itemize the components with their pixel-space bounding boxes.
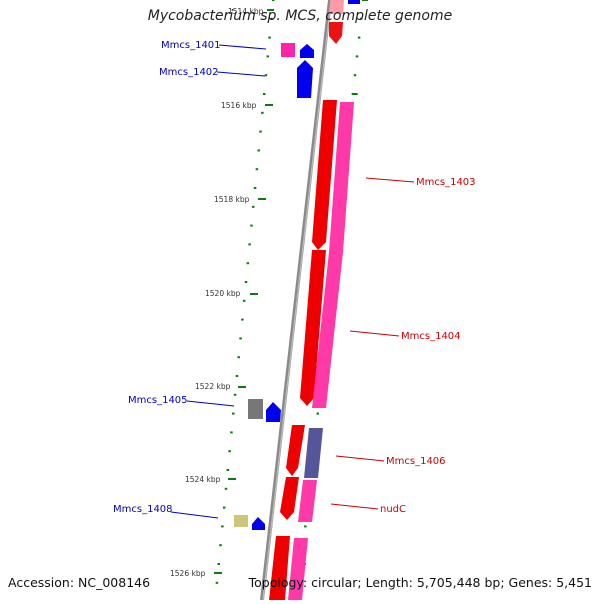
label-Mmcs_1401[interactable]: Mmcs_1401 (161, 40, 221, 51)
gene-Mmcs_1404-pink[interactable] (312, 252, 343, 408)
gene-Mmcs_1408-khaki[interactable] (234, 515, 248, 527)
label-nudC[interactable]: nudC (380, 504, 406, 515)
leader-Mmcs_1401 (218, 44, 267, 50)
genome-axis-highlight (262, 0, 332, 601)
gene-feature-bottom-pink[interactable] (288, 538, 308, 600)
kbp-label-1522: 1522 kbp (195, 382, 231, 391)
label-Mmcs_1405[interactable]: Mmcs_1405 (128, 395, 188, 406)
gene-feature-top-blue[interactable] (348, 0, 360, 4)
gene-Mmcs_1402-blue[interactable] (297, 60, 313, 98)
gene-Mmcs_1404-red[interactable] (300, 250, 326, 406)
leader-Mmcs_1403 (365, 177, 415, 183)
leader-Mmcs_1408 (170, 511, 219, 519)
label-Mmcs_1403[interactable]: Mmcs_1403 (416, 177, 476, 188)
gene-labels: Mmcs_1401 Mmcs_1402 Mmcs_1403 Mmcs_1404 … (113, 40, 476, 519)
kbp-label-1516: 1516 kbp (221, 101, 257, 110)
kbp-label-1526: 1526 kbp (170, 569, 206, 578)
label-Mmcs_1404[interactable]: Mmcs_1404 (401, 331, 461, 342)
leader-Mmcs_1402 (216, 71, 266, 77)
gene-Mmcs_1406-slate[interactable] (304, 428, 323, 478)
kbp-label-1514: 1514 kbp (228, 7, 264, 16)
map-title: Mycobacterium sp. MCS, complete genome (147, 8, 453, 24)
leader-Mmcs_1406 (335, 455, 385, 462)
kbp-label-1520: 1520 kbp (205, 289, 241, 298)
gene-Mmcs_1405-gray[interactable] (248, 399, 263, 419)
left-tick-rail (215, 0, 275, 584)
leader-Mmcs_1405 (186, 400, 235, 407)
kbp-label-1524: 1524 kbp (185, 475, 221, 484)
label-Mmcs_1408[interactable]: Mmcs_1408 (113, 504, 173, 515)
gene-Mmcs_1403-red[interactable] (312, 100, 337, 250)
gene-Mmcs_1401-blue[interactable] (300, 44, 314, 58)
kbp-scale: 1514 kbp 1516 kbp 1518 kbp 1520 kbp 1522… (170, 7, 274, 578)
gene-feature-top-pink[interactable] (329, 0, 344, 14)
label-Mmcs_1402[interactable]: Mmcs_1402 (159, 67, 219, 78)
gene-Mmcs_1405-blue[interactable] (266, 402, 281, 422)
kbp-label-1518: 1518 kbp (214, 195, 250, 204)
gene-feature-top-red[interactable] (329, 22, 343, 44)
gene-Mmcs_1406-red[interactable] (286, 425, 305, 476)
forward-features (269, 0, 360, 600)
accession-text: Accession: NC_008146 (8, 575, 151, 590)
topology-text: Topology: circular; Length: 5,705,448 bp… (248, 575, 592, 590)
gene-feature-bottom-red[interactable] (269, 536, 290, 600)
leader-nudC (330, 503, 379, 510)
gene-Mmcs_1408-blue[interactable] (252, 517, 265, 530)
reverse-features (234, 43, 314, 530)
gene-nudC-pink[interactable] (298, 480, 317, 522)
leader-Mmcs_1404 (349, 330, 400, 337)
gene-Mmcs_1403-pink[interactable] (329, 102, 354, 252)
gene-Mmcs_1401-pink[interactable] (281, 43, 295, 57)
genome-axis (260, 0, 332, 601)
label-Mmcs_1406[interactable]: Mmcs_1406 (386, 456, 446, 467)
gene-nudC-red[interactable] (280, 477, 299, 520)
